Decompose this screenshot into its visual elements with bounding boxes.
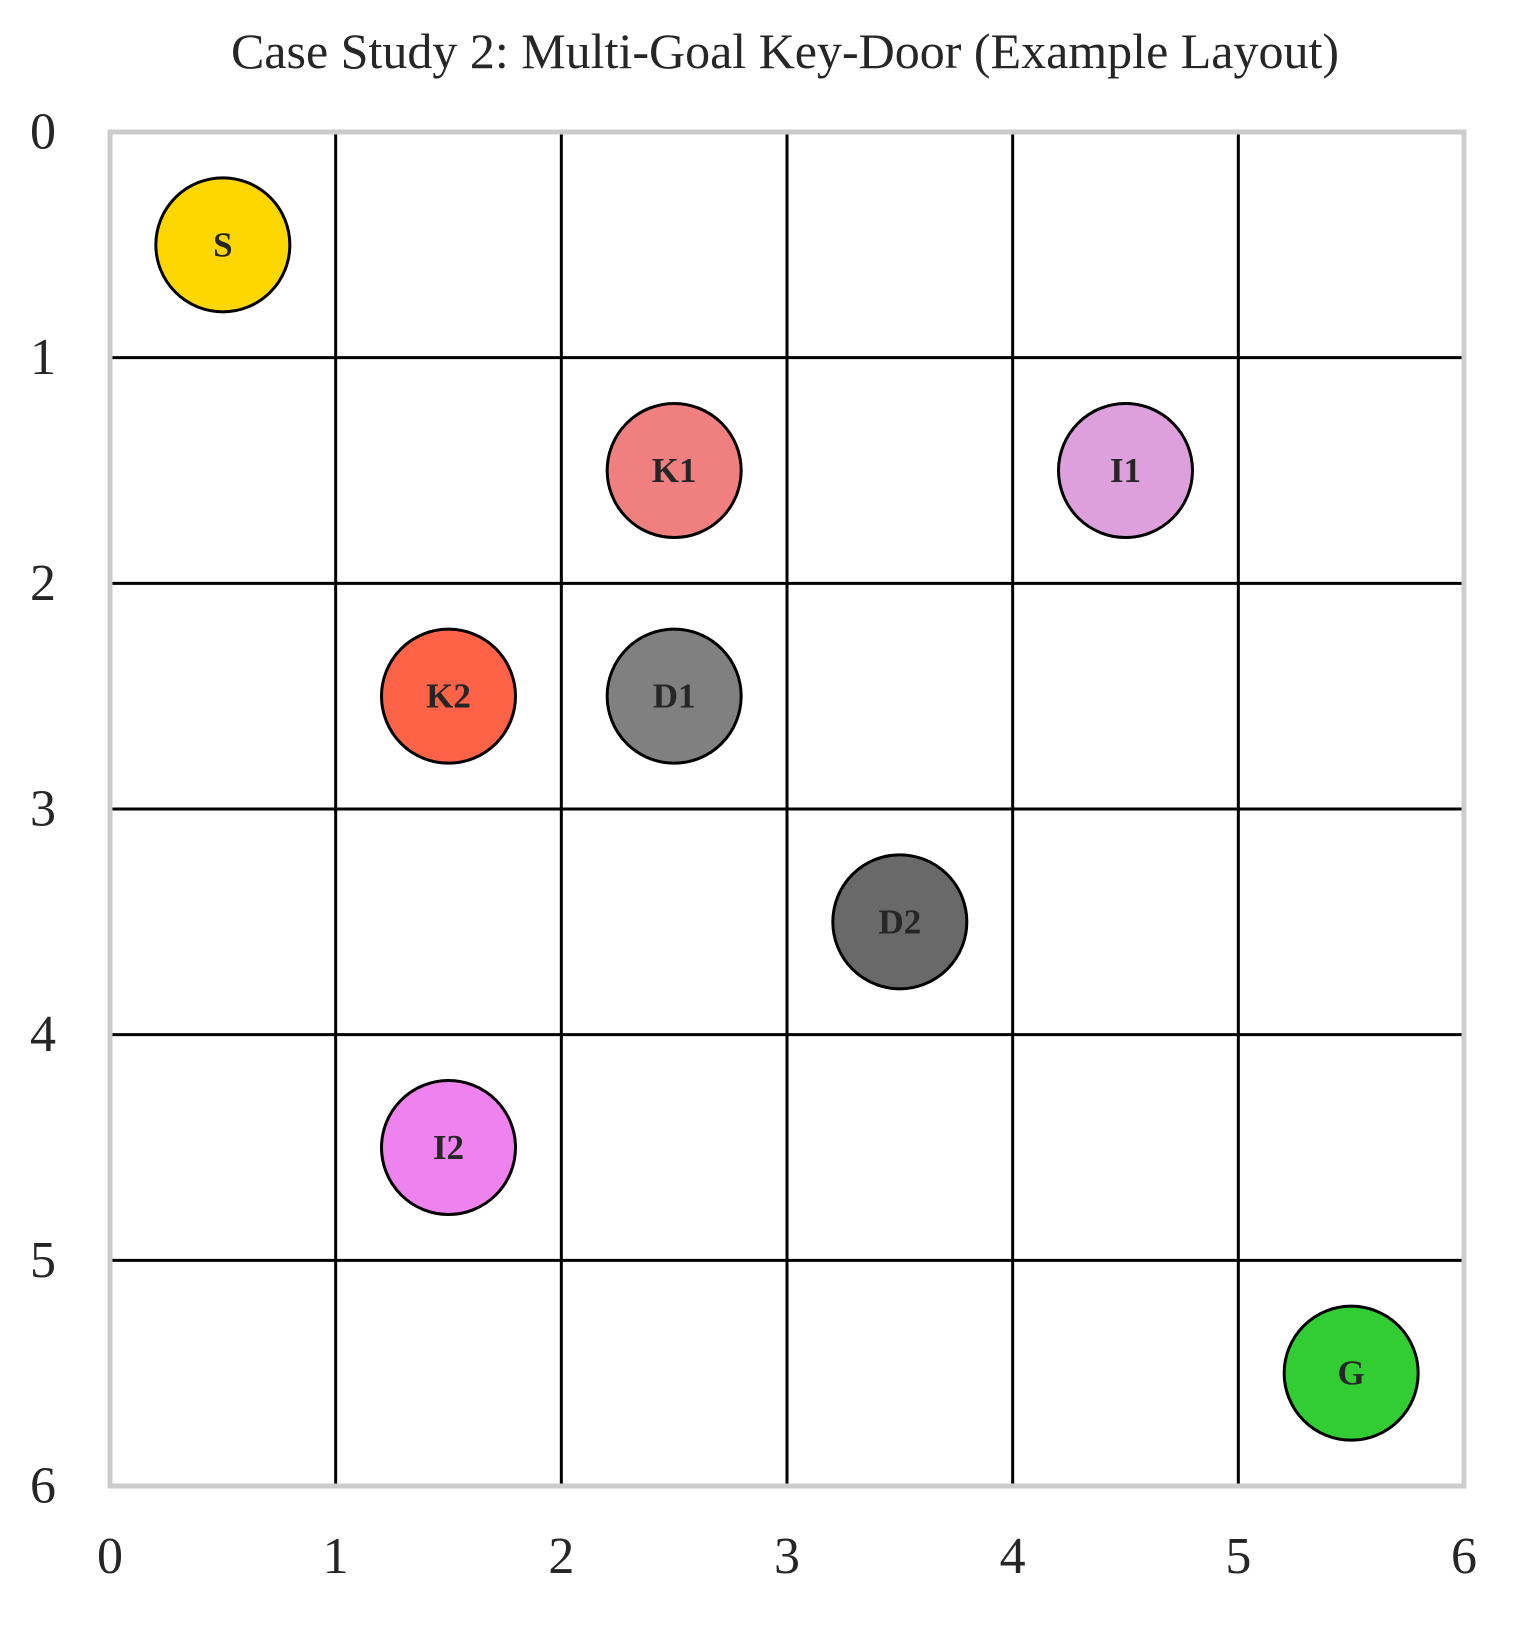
marker-circle <box>605 627 743 765</box>
y-tick-label: 4 <box>30 1006 56 1063</box>
marker-i2: I2 <box>380 1079 517 1216</box>
x-tick-label: 2 <box>548 1528 574 1585</box>
x-axis-ticks: 0 1 2 3 4 5 6 <box>97 1528 1477 1585</box>
x-tick-label: 5 <box>1225 1528 1251 1585</box>
marker-circle <box>380 627 517 765</box>
marker-label: S <box>213 225 232 264</box>
marker-label: K1 <box>652 451 697 490</box>
y-tick-label: 3 <box>30 781 56 838</box>
marker-d2: D2 <box>831 853 969 991</box>
x-tick-label: 6 <box>1451 1528 1477 1585</box>
marker-circle <box>154 176 292 314</box>
y-tick-label: 6 <box>30 1458 56 1515</box>
y-tick-label: 5 <box>30 1232 56 1289</box>
y-tick-label: 0 <box>30 104 56 161</box>
marker-circle <box>605 402 743 539</box>
marker-k2: K2 <box>380 627 517 765</box>
y-tick-label: 2 <box>30 555 56 612</box>
marker-i1: I1 <box>1057 402 1194 539</box>
marker-label: D1 <box>653 677 696 716</box>
marker-label: I1 <box>1110 451 1141 490</box>
marker-label: G <box>1338 1354 1365 1393</box>
x-tick-label: 4 <box>1000 1528 1026 1585</box>
marker-label: K2 <box>426 677 471 716</box>
grid-frame <box>107 129 1467 1489</box>
y-tick-label: 1 <box>30 329 56 386</box>
grid-lines <box>110 132 1464 1486</box>
x-tick-label: 1 <box>323 1528 349 1585</box>
marker-circle <box>380 1079 517 1216</box>
marker-circle <box>1057 402 1194 539</box>
x-tick-label: 0 <box>97 1528 123 1585</box>
marker-label: D2 <box>878 902 921 941</box>
marker-circle <box>831 853 969 991</box>
marker-label: I2 <box>433 1128 464 1167</box>
marker-d1: D1 <box>605 627 743 765</box>
marker-k1: K1 <box>605 402 743 539</box>
y-axis-ticks: 0 1 2 3 4 5 6 <box>30 104 56 1515</box>
marker-circle <box>1282 1304 1420 1442</box>
marker-s: S <box>154 176 292 314</box>
x-tick-label: 3 <box>774 1528 800 1585</box>
figure-title: Case Study 2: Multi-Goal Key-Door (Examp… <box>231 23 1339 79</box>
marker-g: G <box>1282 1304 1420 1442</box>
grid-markers: S K1 I1 K2 D1 D2 I2 G <box>154 176 1420 1442</box>
